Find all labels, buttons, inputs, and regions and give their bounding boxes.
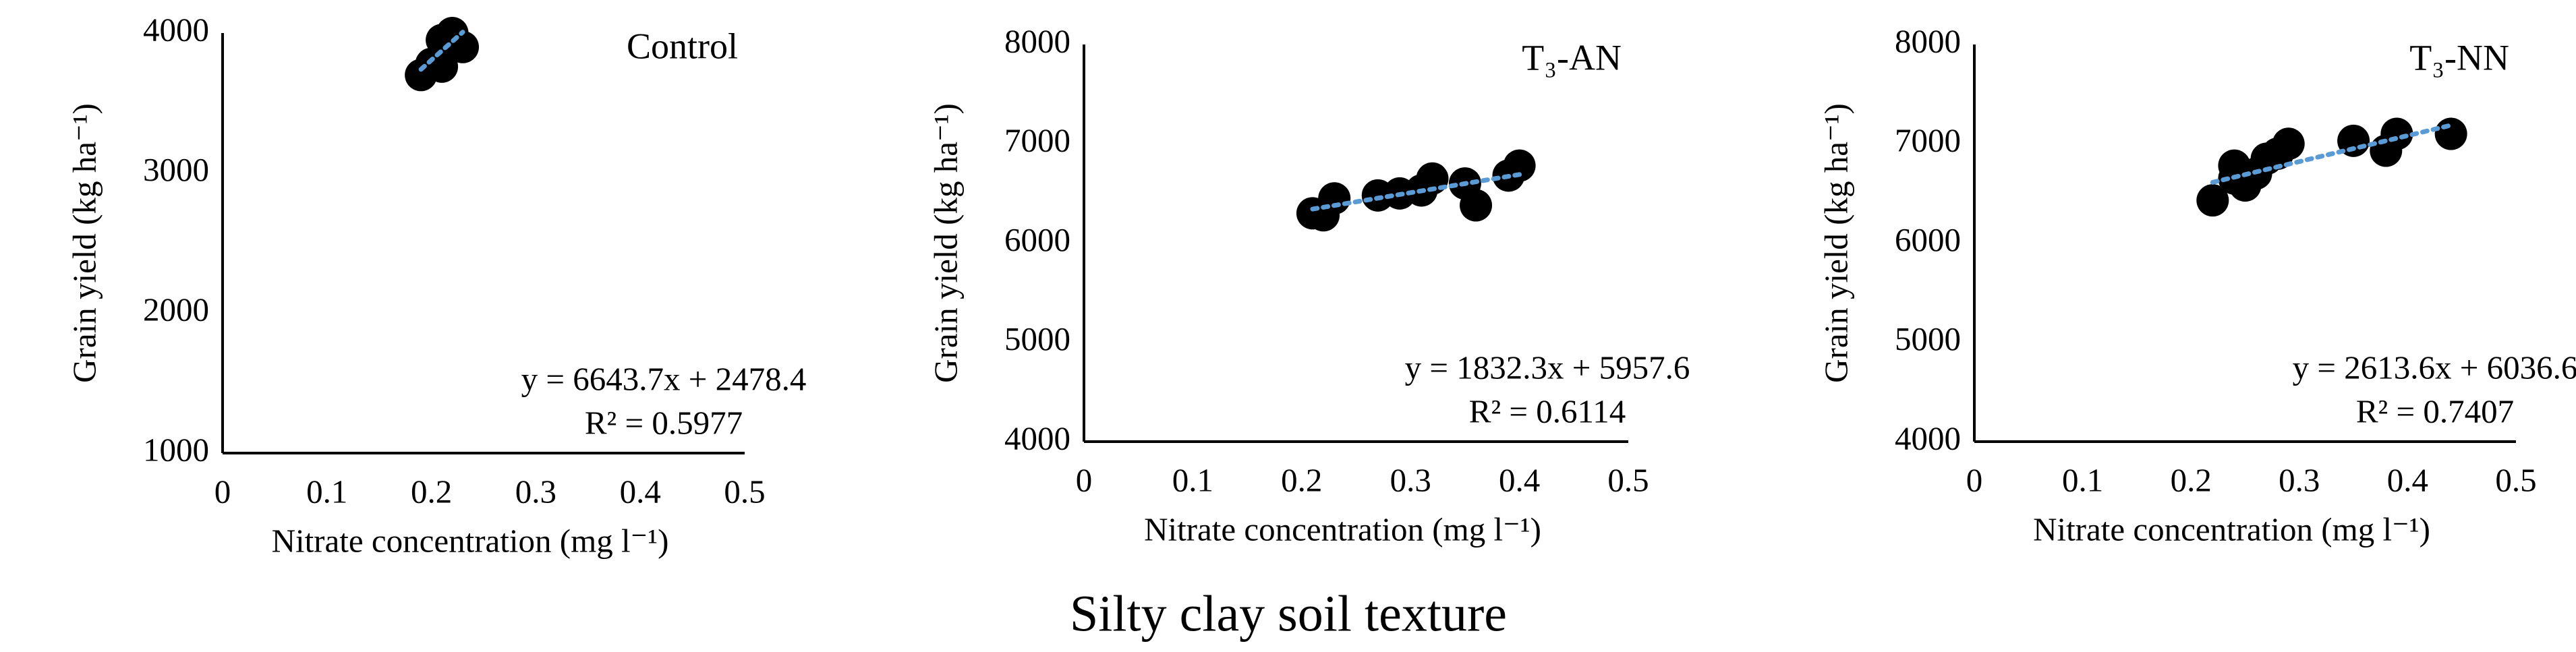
trend-r-squared: R² = 0.6114 <box>1469 392 1626 429</box>
y-axis-label: Grain yield (kg ha⁻¹) <box>1817 103 1854 383</box>
point <box>2380 117 2413 150</box>
x-tick-label: 0.5 <box>1607 461 1649 498</box>
x-tick-label: 0.2 <box>411 473 452 510</box>
trendline <box>2210 123 2454 185</box>
x-tick-label: 0.1 <box>2062 461 2103 498</box>
y-axis-label: Grain yield (kg ha⁻¹) <box>927 103 964 383</box>
y-tick-label: 5000 <box>1004 320 1070 357</box>
x-axis-label: Nitrate concentration (mg l⁻¹) <box>2033 510 2430 547</box>
x-tick-label: 0.2 <box>2171 461 2212 498</box>
x-tick-label: 0.3 <box>515 473 556 510</box>
y-tick-label: 5000 <box>1895 320 1961 357</box>
trend-r-squared: R² = 0.7407 <box>2356 392 2514 429</box>
point <box>2196 184 2229 217</box>
trend-r-squared: R² = 0.5977 <box>585 404 743 441</box>
point <box>2434 117 2467 150</box>
point <box>1318 182 1351 215</box>
x-tick-label: 0.4 <box>2387 461 2428 498</box>
x-tick-label: 0.3 <box>1390 461 1431 498</box>
trend-equation: y = 1832.3x + 5957.6 <box>1405 349 1690 386</box>
y-tick-label: 3000 <box>143 151 209 188</box>
x-tick-label: 0.5 <box>724 473 765 510</box>
y-tick-label: 4000 <box>1004 419 1070 456</box>
figure-caption: Silty clay soil texture <box>1070 585 1507 642</box>
point <box>2272 127 2305 160</box>
x-tick-label: 0 <box>1966 461 1983 498</box>
y-tick-label: 4000 <box>1895 419 1961 456</box>
chart-title: Control <box>627 26 738 66</box>
x-tick-label: 0.3 <box>2279 461 2320 498</box>
point <box>1460 189 1493 222</box>
x-tick-label: 0.5 <box>2495 461 2536 498</box>
y-tick-label: 7000 <box>1895 122 1961 159</box>
point <box>1503 149 1536 182</box>
chart-title: T₃-AN <box>1522 37 1622 78</box>
y-axis-label: Grain yield (kg ha⁻¹) <box>65 103 103 383</box>
x-tick-label: 0.4 <box>620 473 661 510</box>
x-tick-label: 0.1 <box>1172 461 1213 498</box>
trend-equation: y = 6643.7x + 2478.4 <box>521 360 807 397</box>
trend-equation: y = 2613.6x + 6036.6 <box>2293 349 2576 386</box>
y-tick-label: 1000 <box>143 431 209 468</box>
y-tick-label: 4000 <box>143 11 209 48</box>
point <box>447 30 480 63</box>
x-tick-label: 0 <box>1076 461 1093 498</box>
x-tick-label: 0 <box>214 473 231 510</box>
y-tick-label: 8000 <box>1004 22 1070 59</box>
x-tick-label: 0.1 <box>306 473 347 510</box>
x-tick-label: 0.4 <box>1499 461 1540 498</box>
trendline <box>1310 172 1522 212</box>
y-tick-label: 2000 <box>143 291 209 328</box>
chart-title: T₃-NN <box>2409 37 2509 78</box>
x-tick-label: 0.2 <box>1281 461 1322 498</box>
y-tick-label: 6000 <box>1895 221 1961 258</box>
x-axis-label: Nitrate concentration (mg l⁻¹) <box>272 522 669 559</box>
y-tick-label: 6000 <box>1004 221 1070 258</box>
x-axis-label: Nitrate concentration (mg l⁻¹) <box>1144 510 1541 547</box>
y-tick-label: 8000 <box>1895 22 1961 59</box>
trendline <box>418 30 465 72</box>
y-tick-label: 7000 <box>1004 122 1070 159</box>
